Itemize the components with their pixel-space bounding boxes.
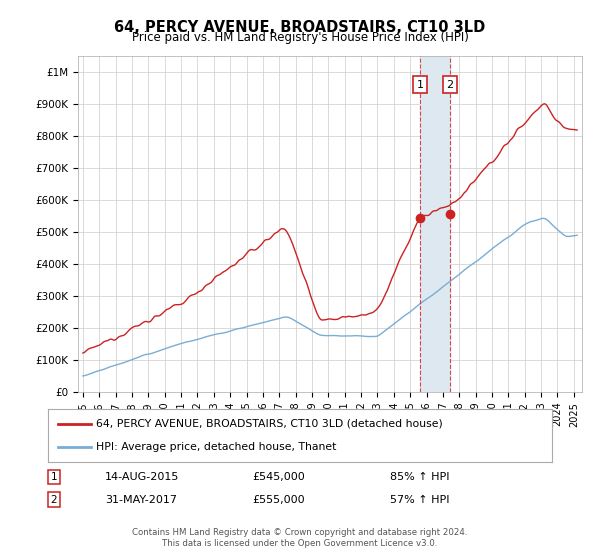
Text: 2: 2 bbox=[50, 494, 58, 505]
Text: 14-AUG-2015: 14-AUG-2015 bbox=[105, 472, 179, 482]
Text: £545,000: £545,000 bbox=[252, 472, 305, 482]
Text: £555,000: £555,000 bbox=[252, 494, 305, 505]
Text: HPI: Average price, detached house, Thanet: HPI: Average price, detached house, Than… bbox=[96, 442, 336, 452]
Bar bbox=[421, 56, 450, 392]
Text: Contains HM Land Registry data © Crown copyright and database right 2024.
This d: Contains HM Land Registry data © Crown c… bbox=[132, 528, 468, 548]
Text: 2: 2 bbox=[446, 80, 454, 90]
Text: 1: 1 bbox=[50, 472, 58, 482]
Text: 64, PERCY AVENUE, BROADSTAIRS, CT10 3LD (detached house): 64, PERCY AVENUE, BROADSTAIRS, CT10 3LD … bbox=[96, 419, 443, 429]
Text: 1: 1 bbox=[417, 80, 424, 90]
Text: 57% ↑ HPI: 57% ↑ HPI bbox=[390, 494, 449, 505]
Text: Price paid vs. HM Land Registry's House Price Index (HPI): Price paid vs. HM Land Registry's House … bbox=[131, 31, 469, 44]
Text: 64, PERCY AVENUE, BROADSTAIRS, CT10 3LD: 64, PERCY AVENUE, BROADSTAIRS, CT10 3LD bbox=[115, 20, 485, 35]
Text: 31-MAY-2017: 31-MAY-2017 bbox=[105, 494, 177, 505]
Text: 85% ↑ HPI: 85% ↑ HPI bbox=[390, 472, 449, 482]
